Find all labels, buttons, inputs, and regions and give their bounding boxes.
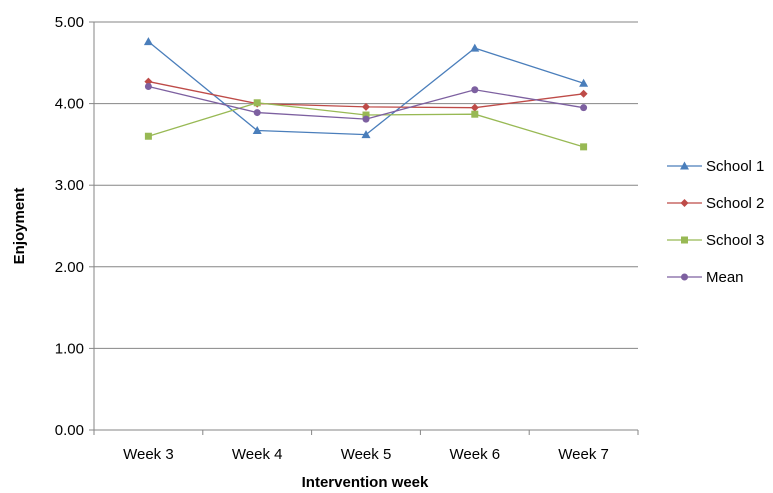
y-axis-title: Enjoyment bbox=[11, 188, 28, 265]
data-point-school-3 bbox=[362, 111, 370, 119]
legend-marker-school-3 bbox=[681, 236, 688, 244]
legend: School 1 School 2 School 3 Mean bbox=[667, 158, 764, 286]
y-tick-label: 2.00 bbox=[55, 259, 84, 276]
x-axis-title: Intervention week bbox=[302, 474, 429, 491]
data-point-school-3 bbox=[253, 99, 261, 107]
x-tick-label: Week 3 bbox=[123, 446, 174, 463]
legend-label-mean: Mean bbox=[706, 269, 744, 286]
y-tick-label: 4.00 bbox=[55, 96, 84, 113]
legend-label-school-3: School 3 bbox=[706, 232, 764, 249]
data-point-school-3 bbox=[580, 143, 588, 151]
legend-marker-school-1 bbox=[680, 161, 689, 170]
data-point-school-2 bbox=[579, 89, 588, 98]
x-tick-label: Week 4 bbox=[232, 446, 283, 463]
data-point-school-3 bbox=[144, 132, 152, 140]
legend-marker-school-2 bbox=[680, 199, 689, 207]
legend-label-school-2: School 2 bbox=[706, 195, 764, 212]
data-point-school-1 bbox=[252, 126, 262, 135]
data-point-mean bbox=[580, 104, 588, 112]
x-tick-label: Week 5 bbox=[341, 446, 392, 463]
data-point-school-2 bbox=[470, 103, 479, 112]
gridlines bbox=[94, 21, 638, 431]
legend-label-school-1: School 1 bbox=[706, 158, 764, 175]
data-point-mean bbox=[362, 115, 370, 123]
data-point-mean bbox=[253, 109, 261, 117]
axes bbox=[89, 21, 639, 435]
data-point-school-1 bbox=[361, 130, 371, 139]
x-tick-label: Week 6 bbox=[450, 446, 501, 463]
y-tick-label: 0.00 bbox=[55, 422, 84, 439]
y-tick-label: 1.00 bbox=[55, 340, 84, 357]
y-tick-label: 3.00 bbox=[55, 177, 84, 194]
data-point-school-2 bbox=[144, 77, 153, 86]
data-point-school-3 bbox=[471, 110, 479, 118]
series-lines bbox=[143, 37, 589, 151]
data-point-mean bbox=[471, 86, 479, 94]
y-tick-label: 5.00 bbox=[55, 14, 84, 31]
data-point-school-1 bbox=[470, 43, 480, 52]
x-tick-label: Week 7 bbox=[558, 446, 609, 463]
data-point-school-2 bbox=[362, 102, 370, 111]
data-point-school-1 bbox=[579, 78, 589, 87]
x-tick-labels: Week 3 Week 4 Week 5 Week 6 Week 7 bbox=[123, 446, 609, 463]
legend-marker-mean bbox=[681, 273, 688, 281]
data-point-mean bbox=[144, 82, 152, 90]
y-tick-labels: 0.00 1.00 2.00 3.00 4.00 5.00 bbox=[55, 14, 84, 439]
data-point-school-1 bbox=[143, 37, 153, 46]
